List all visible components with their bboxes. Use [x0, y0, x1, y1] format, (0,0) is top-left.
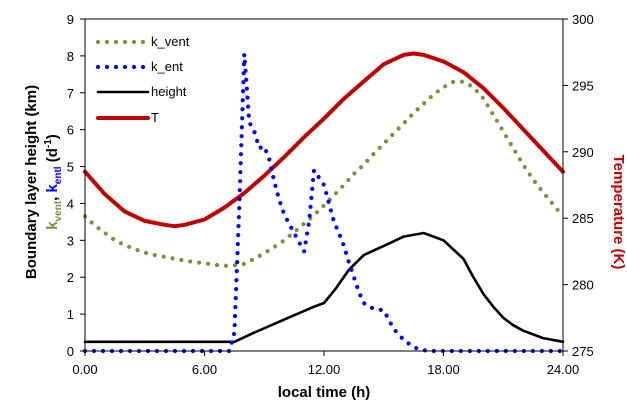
y-right-tick-label: 275 — [572, 344, 594, 359]
y-axis-title-right: Temperature (K) — [610, 155, 627, 270]
k-vent-subscript: vent — [53, 200, 64, 221]
y-axis-title-left-k: kvent, kentl (d-1) — [43, 134, 64, 230]
x-axis-title: local time (h) — [278, 384, 371, 401]
x-tick-label: 0.00 — [72, 362, 97, 377]
series-line-T — [83, 51, 565, 229]
y-right-tick-label: 295 — [572, 78, 594, 93]
tick-labels: 0.00 6.00 12.00 18.00 24.00 0 1 2 3 4 5 6 7 8 9 275 280 2… — [67, 12, 594, 377]
y-left-tick-label: 8 — [67, 49, 74, 64]
k-vent-symbol: k — [44, 221, 61, 230]
y-left-tick-label: 7 — [67, 86, 74, 101]
y-left-tick-label: 0 — [67, 344, 74, 359]
y-left-tick-label: 9 — [67, 12, 74, 27]
x-tick-label: 18.00 — [427, 362, 460, 377]
legend-label-height: height — [151, 84, 187, 99]
k-ent-symbol: k — [44, 184, 61, 193]
y-axis-title-main: Boundary layer height (km) — [23, 85, 40, 279]
k-units-close: ) — [44, 134, 61, 139]
y-left-tick-label: 5 — [67, 160, 74, 175]
x-tick-label: 6.00 — [192, 362, 217, 377]
legend-label-k-vent: k_vent — [151, 34, 190, 49]
k-ent-subscript: entl — [53, 166, 64, 184]
x-tick-label: 12.00 — [308, 362, 341, 377]
y-right-tick-label: 285 — [572, 211, 594, 226]
y-right-tick-label: 290 — [572, 145, 594, 160]
k-label-separator: , — [44, 193, 61, 201]
legend-label-k-ent: k_ent — [151, 59, 183, 74]
y-left-tick-label: 3 — [67, 233, 74, 248]
axes-layer — [80, 18, 568, 356]
k-units-superscript: -1 — [43, 139, 54, 148]
series-line-k-vent — [82, 79, 566, 268]
x-tick-label: 24.00 — [547, 362, 580, 377]
y-right-tick-label: 300 — [572, 12, 594, 27]
series-line-k-ent — [82, 51, 566, 354]
k-units-open: (d — [44, 148, 61, 166]
series-layer — [82, 51, 566, 354]
series-line-height — [83, 231, 565, 344]
y-left-tick-label: 2 — [67, 270, 74, 285]
y-left-tick-label: 6 — [67, 123, 74, 138]
y-axis-title-left: Boundary layer height (km) — [23, 85, 40, 279]
y-left-tick-label: 4 — [67, 196, 74, 211]
y-left-tick-label: 1 — [67, 307, 74, 322]
legend-label-T: T — [151, 110, 159, 125]
y-right-tick-label: 280 — [572, 278, 594, 293]
